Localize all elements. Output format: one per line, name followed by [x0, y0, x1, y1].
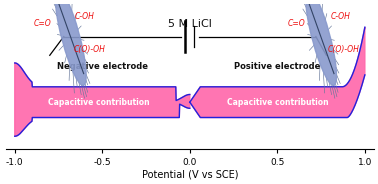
Text: Capacitive contribution: Capacitive contribution — [226, 98, 328, 107]
Text: Negative electrode: Negative electrode — [57, 62, 148, 71]
Text: 5 M LiCl: 5 M LiCl — [168, 19, 212, 29]
Text: C(O)-OH: C(O)-OH — [328, 45, 360, 54]
Polygon shape — [15, 63, 190, 136]
Ellipse shape — [56, 0, 86, 85]
Text: C-OH: C-OH — [330, 13, 350, 22]
Text: C=O: C=O — [34, 19, 52, 28]
Polygon shape — [190, 27, 365, 118]
Ellipse shape — [306, 0, 336, 85]
Text: C-OH: C-OH — [75, 13, 95, 22]
Text: Positive electrode: Positive electrode — [234, 62, 321, 71]
Text: Capacitive contribution: Capacitive contribution — [48, 98, 150, 107]
X-axis label: Potential (V vs SCE): Potential (V vs SCE) — [142, 170, 238, 180]
Text: C(O)-OH: C(O)-OH — [74, 45, 106, 54]
Text: C=O: C=O — [288, 19, 305, 28]
